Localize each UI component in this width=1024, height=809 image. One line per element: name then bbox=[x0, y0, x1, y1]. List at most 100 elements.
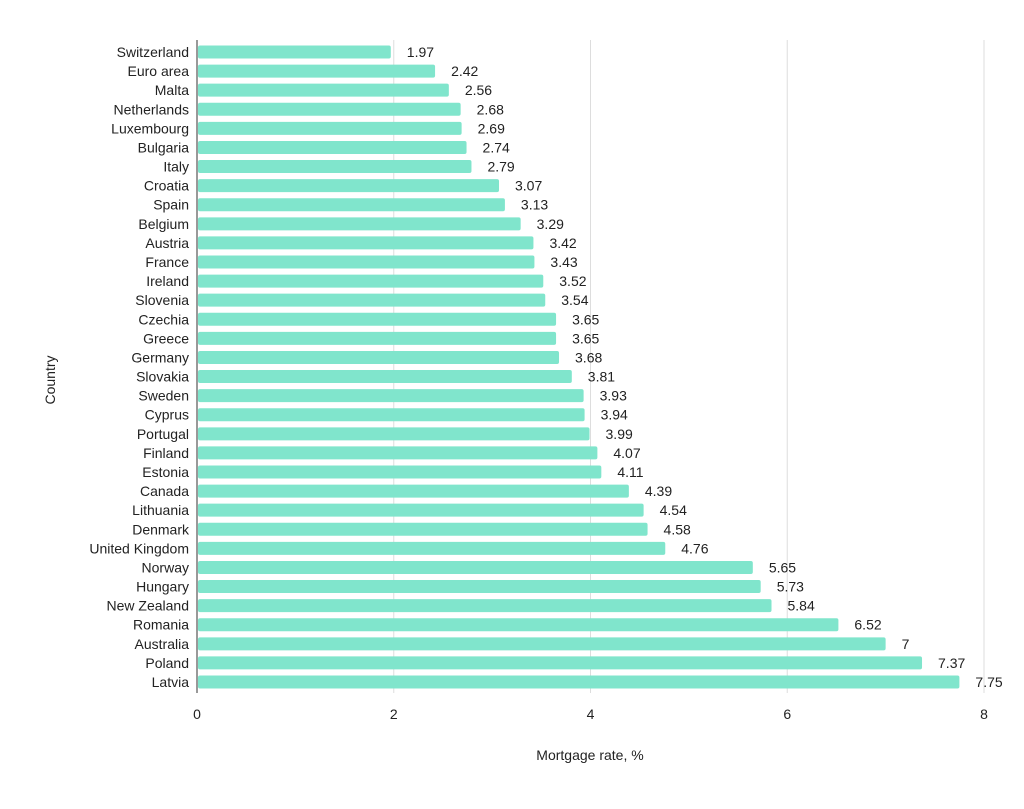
data-label: 6.52 bbox=[854, 617, 881, 633]
bars bbox=[198, 45, 960, 689]
category-label: Finland bbox=[143, 445, 189, 461]
category-label: Poland bbox=[145, 655, 189, 671]
bar bbox=[198, 446, 598, 460]
bar bbox=[198, 236, 534, 250]
category-label: Latvia bbox=[152, 674, 190, 690]
bar bbox=[198, 503, 644, 517]
data-label: 3.94 bbox=[601, 407, 628, 423]
data-label: 2.68 bbox=[477, 101, 504, 117]
data-label: 3.29 bbox=[537, 216, 564, 232]
category-label: Spain bbox=[153, 197, 189, 213]
data-label: 3.68 bbox=[575, 349, 602, 365]
bar bbox=[198, 331, 557, 345]
data-label: 7.37 bbox=[938, 655, 965, 671]
category-label: Ireland bbox=[146, 273, 189, 289]
data-label: 5.73 bbox=[777, 579, 804, 595]
bar bbox=[198, 179, 500, 193]
category-label: Estonia bbox=[142, 464, 189, 480]
category-label: Slovakia bbox=[136, 369, 189, 385]
bar bbox=[198, 102, 461, 116]
data-label: 3.65 bbox=[572, 330, 599, 346]
category-label: Greece bbox=[143, 330, 189, 346]
category-label: Belgium bbox=[138, 216, 189, 232]
data-label: 2.74 bbox=[483, 139, 510, 155]
data-label: 3.99 bbox=[606, 426, 633, 442]
data-label: 2.42 bbox=[451, 63, 478, 79]
data-label: 4.39 bbox=[645, 483, 672, 499]
category-label: New Zealand bbox=[107, 598, 190, 614]
bar bbox=[198, 618, 839, 632]
bar bbox=[198, 465, 602, 479]
data-label: 7 bbox=[902, 636, 910, 652]
data-label: 3.93 bbox=[600, 388, 627, 404]
bar bbox=[198, 370, 572, 384]
data-label: 3.65 bbox=[572, 311, 599, 327]
data-label: 1.97 bbox=[407, 44, 434, 60]
category-label: Norway bbox=[142, 559, 189, 575]
data-label: 3.54 bbox=[561, 292, 588, 308]
category-label: Austria bbox=[145, 235, 189, 251]
data-label: 5.65 bbox=[769, 559, 796, 575]
data-labels: 1.97 2.42 2.56 2.68 2.69 2.74 2.793.07 3.13 3.29… bbox=[407, 44, 1003, 690]
data-label: 7.75 bbox=[975, 674, 1002, 690]
bar bbox=[198, 560, 753, 574]
bar bbox=[198, 83, 449, 97]
data-label: 3.13 bbox=[521, 197, 548, 213]
category-label: Lithuania bbox=[132, 502, 189, 518]
bar bbox=[198, 140, 467, 154]
y-axis-title: Country bbox=[42, 355, 58, 404]
category-label: United Kingdom bbox=[89, 540, 189, 556]
category-label: Croatia bbox=[144, 178, 189, 194]
bar bbox=[198, 198, 505, 212]
bar bbox=[198, 580, 761, 594]
category-label: Euro area bbox=[128, 63, 190, 79]
category-label: Malta bbox=[155, 82, 189, 98]
data-label: 3.43 bbox=[550, 254, 577, 270]
bar bbox=[198, 637, 886, 651]
data-label: 3.52 bbox=[559, 273, 586, 289]
bar bbox=[198, 312, 557, 326]
bar bbox=[198, 484, 629, 498]
bar bbox=[198, 64, 436, 78]
bar bbox=[198, 599, 772, 613]
bar bbox=[198, 427, 590, 441]
data-label: 2.69 bbox=[478, 120, 505, 136]
category-label: Italy bbox=[163, 159, 189, 175]
x-axis-title: Mortgage rate, % bbox=[536, 747, 643, 763]
bar bbox=[198, 160, 472, 174]
data-label: 2.79 bbox=[487, 159, 514, 175]
category-label: Canada bbox=[140, 483, 189, 499]
data-label: 4.54 bbox=[660, 502, 687, 518]
bar bbox=[198, 217, 521, 231]
data-label: 3.07 bbox=[515, 178, 542, 194]
bar bbox=[198, 255, 535, 269]
bar bbox=[198, 45, 391, 59]
bar bbox=[198, 541, 666, 555]
x-tick-label: 0 bbox=[193, 706, 201, 722]
category-label: Netherlands bbox=[114, 101, 190, 117]
data-label: 4.58 bbox=[664, 521, 691, 537]
category-label: Slovenia bbox=[135, 292, 189, 308]
category-label: Switzerland bbox=[117, 44, 189, 60]
data-label: 4.11 bbox=[617, 464, 643, 480]
bar bbox=[198, 121, 462, 135]
x-tick-label: 2 bbox=[390, 706, 398, 722]
data-label: 4.76 bbox=[681, 540, 708, 556]
category-label: Cyprus bbox=[145, 407, 189, 423]
bar bbox=[198, 656, 923, 670]
gridlines bbox=[393, 40, 985, 693]
bar bbox=[198, 293, 546, 307]
category-label: Denmark bbox=[132, 521, 190, 537]
bar bbox=[198, 522, 648, 536]
bar bbox=[198, 274, 544, 288]
category-label: Czechia bbox=[138, 311, 189, 327]
x-tick-label: 4 bbox=[587, 706, 595, 722]
data-label: 3.81 bbox=[588, 369, 615, 385]
category-label: France bbox=[145, 254, 189, 270]
x-tick-label: 8 bbox=[980, 706, 988, 722]
bar bbox=[198, 350, 560, 364]
category-label: Australia bbox=[135, 636, 190, 652]
category-label: Romania bbox=[133, 617, 189, 633]
category-label: Portugal bbox=[137, 426, 189, 442]
